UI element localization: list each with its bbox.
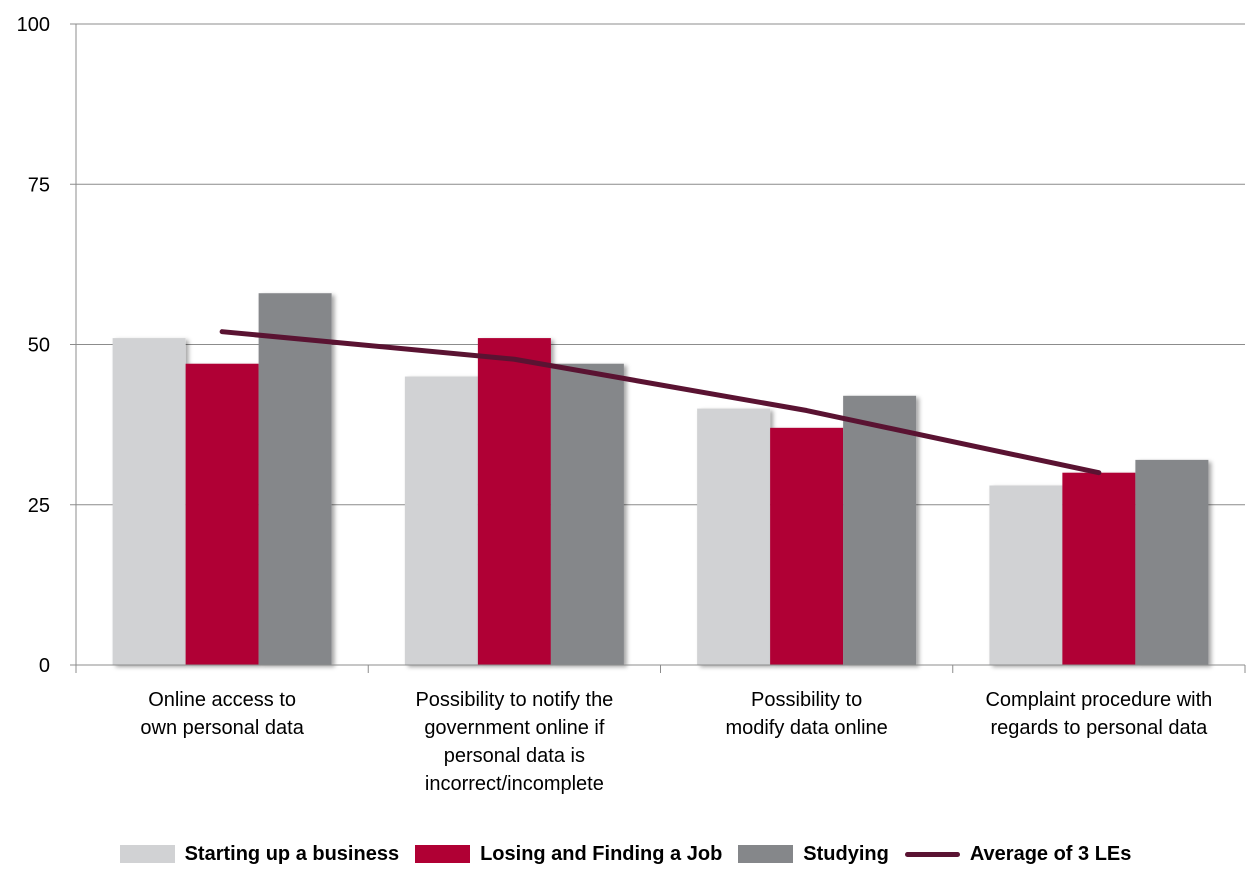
y-tick-label: 100 [17,14,50,36]
legend-label-studying: Studying [803,842,889,865]
legend: Starting up a business Losing and Findin… [0,838,1251,870]
y-tick-label: 75 [28,174,50,196]
chart: 0 25 50 75 100 Online access to own personal … [17,14,1246,795]
legend-label-losing-finding-job: Losing and Finding a Job [480,842,723,865]
y-tick-label: 25 [28,495,50,517]
bar-studying-1 [550,363,624,665]
bar-studying-2 [843,395,917,665]
legend-swatch-starting-business [119,845,175,863]
legend-item-average: Average of 3 LEs [904,842,1132,866]
bar-losing-and-finding-a-job-3 [1062,472,1136,665]
category-label: Possibility to modify data online [725,689,887,739]
bar-studying-0 [258,293,332,665]
axes [70,23,1246,673]
bar-losing-and-finding-a-job-1 [477,338,551,665]
legend-item-studying: Studying [738,843,889,866]
bar-starting-up-a-business-1 [404,376,478,665]
y-tick-label: 0 [39,655,50,677]
bar-starting-up-a-business-2 [697,408,771,665]
category-label: Possibility to notify the government onli… [415,689,613,795]
bars [112,293,1209,665]
line-average-of-3-les [219,329,1102,476]
y-axis-ticks: 0 25 50 75 100 [17,14,50,677]
legend-swatch-losing-finding-job [415,845,471,863]
category-label: Online access to own personal data [140,689,304,739]
legend-item-losing-finding-job: Losing and Finding a Job [415,843,722,866]
bar-losing-and-finding-a-job-0 [185,363,259,665]
bar-starting-up-a-business-3 [989,485,1063,665]
bar-losing-and-finding-a-job-2 [770,427,844,665]
bar-starting-up-a-business-0 [112,338,186,665]
legend-swatch-studying [738,845,794,863]
legend-label-starting-business: Starting up a business [184,842,400,865]
average-line [219,329,1102,476]
bar-studying-3 [1135,459,1209,665]
y-tick-label: 50 [28,335,50,357]
category-labels: Online access to own personal data Possibi… [140,689,1212,795]
legend-label-average: Average of 3 LEs [969,842,1132,865]
legend-item-starting-business: Starting up a business [119,842,400,866]
legend-line-average [904,851,960,857]
category-label: Complaint procedure with regards to perso… [985,689,1212,739]
